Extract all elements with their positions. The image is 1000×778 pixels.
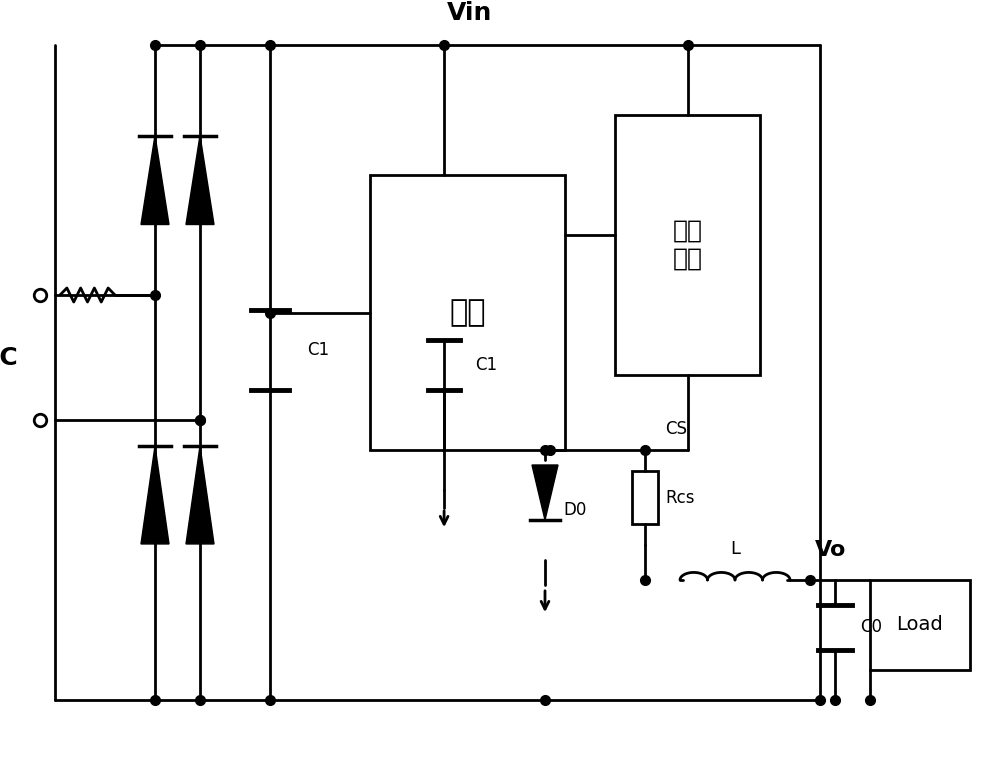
Bar (870, 580, 970, 670)
Text: Load: Load (897, 615, 943, 635)
Text: 芯片: 芯片 (449, 298, 486, 327)
Text: AC: AC (0, 345, 19, 370)
Text: L: L (730, 540, 740, 558)
Text: 开关
电路: 开关 电路 (672, 219, 702, 271)
Polygon shape (141, 135, 169, 225)
Text: Vo: Vo (815, 540, 846, 560)
Polygon shape (186, 135, 214, 225)
Bar (370, 175, 565, 450)
Text: C0: C0 (860, 619, 882, 636)
Text: C1: C1 (307, 341, 329, 359)
Polygon shape (186, 446, 214, 544)
Bar (615, 115, 760, 375)
Text: D0: D0 (563, 501, 586, 519)
Text: CS: CS (665, 420, 687, 438)
Text: C1: C1 (475, 356, 497, 374)
Bar (632, 471, 658, 524)
Polygon shape (532, 465, 558, 520)
Polygon shape (141, 446, 169, 544)
Text: Vin: Vin (447, 1, 493, 25)
Text: Rcs: Rcs (665, 489, 694, 506)
